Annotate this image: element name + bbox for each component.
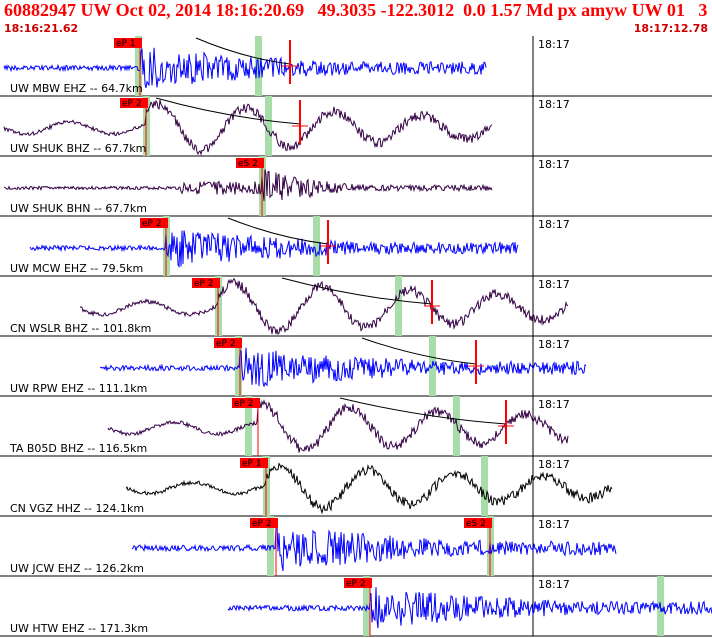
pick-label: eP 2 [346, 579, 366, 589]
moveout-curve [361, 337, 477, 365]
trace-row[interactable]: 18:17 eP 2 UW RPW EHZ -- 111.1km [0, 336, 712, 397]
pick-window [135, 36, 142, 96]
pick-label: eP 2 [194, 279, 214, 289]
pick-flag[interactable] [140, 218, 168, 228]
waveform [107, 399, 569, 453]
trace-row[interactable]: 18:17 eS 2 UW SHUK BHN -- 67.7km [0, 156, 712, 217]
waveform [3, 99, 493, 156]
minute-tick-label: 18:17 [538, 398, 570, 411]
pick-flag[interactable] [232, 398, 260, 408]
trace-row[interactable]: 18:17 eP 2 UW SHUK BHZ -- 67.7km [0, 96, 712, 157]
pick-label: eS 2 [466, 519, 486, 529]
minute-tick-label: 18:17 [538, 98, 570, 111]
minute-tick-label: 18:17 [538, 578, 570, 591]
minute-tick-label: 18:17 [538, 158, 570, 171]
pick-flag[interactable] [464, 518, 492, 528]
waveform [227, 587, 712, 629]
pick-label: eP 2 [122, 99, 142, 109]
waveform [3, 47, 487, 89]
pick-label: eS 2 [238, 159, 258, 169]
pick-window [395, 276, 402, 336]
moveout-curve [227, 217, 329, 245]
station-label: UW SHUK BHZ -- 67.7km [10, 142, 146, 155]
station-label: UW SHUK BHN -- 67.7km [10, 202, 147, 215]
pick-label: eP 2 [216, 339, 236, 349]
waveform [79, 277, 569, 335]
trace-row[interactable]: 18:17 eP 2 TA B05D BHZ -- 116.5km [0, 396, 712, 457]
pick-window [481, 456, 488, 516]
pick-flag[interactable] [236, 158, 264, 168]
station-label: UW JCW EHZ -- 126.2km [10, 562, 144, 575]
station-label: CN WSLR BHZ -- 101.8km [10, 322, 151, 335]
pick-flag[interactable] [192, 278, 220, 288]
station-label: UW HTW EHZ -- 171.3km [10, 622, 148, 635]
trace-row[interactable]: 18:17 eP 2 CN WSLR BHZ -- 101.8km [0, 276, 712, 337]
minute-tick-label: 18:17 [538, 218, 570, 231]
waveform [125, 462, 613, 515]
pick-flag[interactable] [214, 338, 242, 348]
station-label: UW MCW EHZ -- 79.5km [10, 262, 143, 275]
pick-label: eP 2 [234, 399, 254, 409]
waveform [131, 523, 617, 572]
pick-flag[interactable] [240, 458, 268, 468]
event-title: 60882947 UW Oct 02, 2014 18:16:20.69 49.… [4, 0, 708, 20]
moveout-curve [339, 397, 507, 425]
moveout-curve [281, 277, 433, 305]
pick-label: eP 2 [252, 519, 272, 529]
pick-flag[interactable] [114, 38, 142, 48]
moveout-curve [195, 37, 291, 65]
minute-tick-label: 18:17 [538, 338, 570, 351]
pick-flag[interactable] [250, 518, 278, 528]
pick-flag[interactable] [344, 578, 372, 588]
moveout-curve [155, 97, 301, 125]
trace-row[interactable]: 18:17 eP 1 UW MBW EHZ -- 64.7km [0, 36, 712, 97]
pick-label: eP 2 [142, 219, 162, 229]
station-label: UW MBW EHZ -- 64.7km [10, 82, 143, 95]
minute-tick-label: 18:17 [538, 518, 570, 531]
waveform [99, 347, 587, 387]
record-header: 60882947 UW Oct 02, 2014 18:16:20.69 49.… [0, 0, 712, 36]
pick-window [313, 216, 320, 276]
minute-tick-label: 18:17 [538, 38, 570, 51]
start-time: 18:16:21.62 [4, 22, 79, 35]
pick-flag[interactable] [120, 98, 148, 108]
trace-row[interactable]: 18:17 eP 2 UW MCW EHZ -- 79.5km [0, 216, 712, 277]
end-time: 18:17:12.78 [633, 22, 708, 35]
trace-row[interactable]: 18:17 eP 1 CN VGZ HHZ -- 124.1km [0, 456, 712, 517]
station-label: TA B05D BHZ -- 116.5km [9, 442, 147, 455]
waveform [3, 169, 493, 202]
waveform [29, 230, 519, 269]
trace-row[interactable]: 18:17 eP 2 UW HTW EHZ -- 171.3km [0, 576, 712, 637]
pick-window [265, 96, 272, 156]
minute-tick-label: 18:17 [538, 458, 570, 471]
station-label: UW RPW EHZ -- 111.1km [10, 382, 147, 395]
minute-tick-label: 18:17 [538, 278, 570, 291]
pick-window [245, 396, 252, 456]
seismogram-panel[interactable]: 18:17 eP 1 UW MBW EHZ -- 64.7km 18:17 eP 2 UW… [0, 36, 712, 638]
pick-label: eP 1 [116, 39, 136, 49]
pick-label: eP 1 [242, 459, 262, 469]
trace-row[interactable]: 18:17 eP 2 eS 2 UW JCW EHZ -- 126.2km [0, 516, 712, 577]
pick-window [453, 396, 460, 456]
station-label: CN VGZ HHZ -- 124.1km [10, 502, 144, 515]
